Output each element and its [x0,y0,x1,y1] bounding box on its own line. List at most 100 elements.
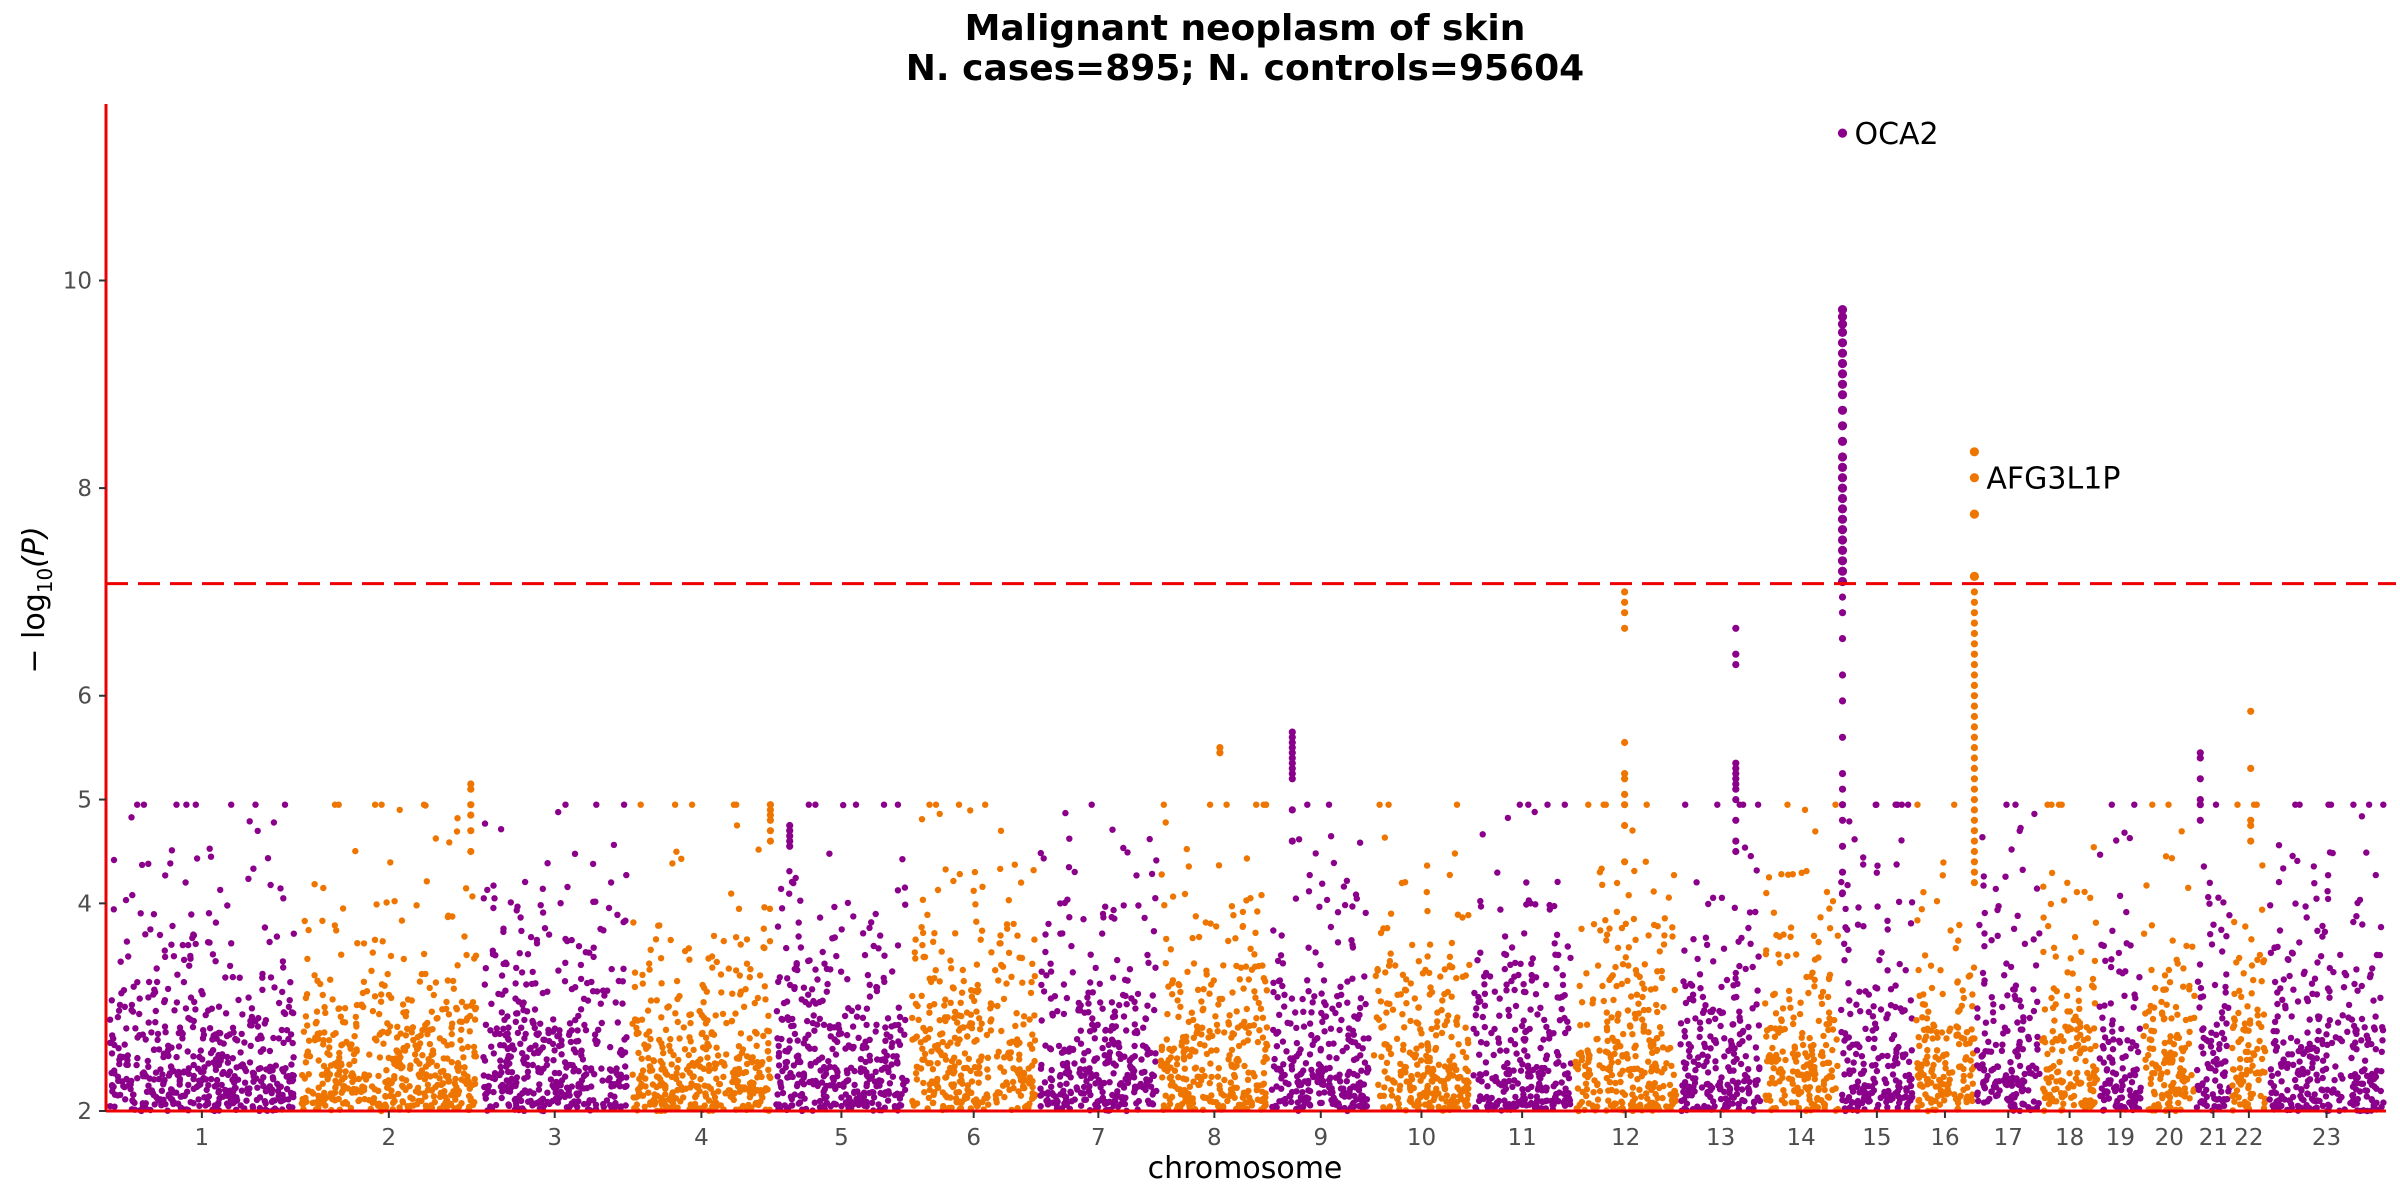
snp-point [1318,990,1325,997]
snp-point [519,1050,526,1057]
snp-point [1680,978,1687,985]
snp-point [279,988,286,996]
snp-point [396,806,403,814]
snp-point [266,1083,274,1090]
snp-point [1016,1066,1023,1073]
snp-point [215,1061,223,1069]
snp-point [570,1046,578,1053]
snp-point [1448,993,1455,1000]
snp-point [469,1081,476,1089]
snp-point [1641,961,1649,968]
snp-point [619,978,626,985]
snp-point [687,1084,694,1091]
snp-point [729,1094,736,1101]
snp-point [337,1013,344,1020]
snp-point [1842,905,1849,913]
snp-point [280,895,287,902]
snp-point [657,1082,664,1089]
snp-point [1878,949,1885,956]
snp-point [466,1012,474,1020]
snp-point [1604,1037,1611,1045]
snp-point [1640,1025,1647,1032]
snp-point [175,1068,182,1076]
snp-point [1506,1077,1513,1085]
snp-point [942,866,949,873]
snp-point [1192,1048,1199,1055]
snp-point [1432,1032,1440,1039]
snp-point [1893,801,1901,808]
snp-point [1543,1023,1550,1031]
snp-point [672,1010,679,1017]
snp-point [1841,1071,1848,1078]
snp-point [1241,1062,1248,1070]
snp-point [1380,1104,1387,1111]
snp-point [1218,995,1226,1003]
snp-point [778,1015,785,1023]
snp-point [1065,864,1073,871]
snp-point [1505,1012,1513,1019]
snp-point [330,1031,337,1039]
snp-point [467,1002,475,1009]
snp-point [1288,1088,1296,1096]
snp-point [1108,1036,1116,1043]
snp-point [1239,908,1247,916]
snp-point [1349,903,1356,910]
snp-point [1736,962,1743,970]
snp-point [1745,924,1752,932]
snp-point [1887,986,1895,993]
snp-point [1841,957,1848,964]
snp-point [368,1083,376,1090]
snp-point [1305,1077,1312,1085]
snp-point [669,860,676,867]
snp-point [379,938,386,945]
snp-point [129,1091,137,1098]
snp-point [253,1096,261,1104]
snp-point [805,957,812,965]
snp-point [1892,982,1899,989]
snp-point [250,865,257,872]
snp-point [1650,1084,1657,1091]
snp-point [973,918,980,925]
snp-point [705,1067,713,1075]
snp-point [1010,920,1017,928]
snp-point [185,1081,192,1089]
snp-point [422,1063,430,1070]
snp-point [1779,1005,1787,1012]
snp-point [1621,1091,1629,1099]
snp-point [1730,1067,1737,1074]
snp-point [264,855,272,862]
snp-point [270,819,278,826]
snp-point [902,901,909,908]
snp-point [156,931,164,939]
snp-point [110,1083,117,1091]
snp-point [1845,980,1852,987]
snp-point [1413,1045,1420,1052]
snp-point [437,1089,444,1097]
snp-point [1038,1017,1045,1024]
snp-point [1319,1018,1326,1026]
snp-point [1495,1039,1503,1046]
snp-point [1745,1086,1752,1093]
snp-point [789,1073,796,1081]
snp-point [386,1092,394,1100]
snp-point [199,991,206,998]
snp-point [1343,877,1351,884]
snp-point [1808,1100,1816,1108]
snp-point [1898,801,1906,808]
snp-point [1643,1090,1650,1097]
snp-point [1454,1084,1461,1091]
snp-point [1658,1030,1665,1037]
snp-point [872,1028,879,1035]
snp-point [1356,839,1364,846]
snp-point [1250,1021,1258,1029]
snp-point [1730,1021,1737,1028]
snp-point [1872,1024,1880,1032]
snp-point [1435,1103,1442,1111]
snp-point [238,1030,245,1038]
snp-point [573,1090,580,1097]
snp-point [492,1101,500,1109]
snp-point [703,988,710,995]
snp-point [713,958,720,966]
snp-point [1810,1041,1817,1049]
snp-point [881,1104,888,1111]
